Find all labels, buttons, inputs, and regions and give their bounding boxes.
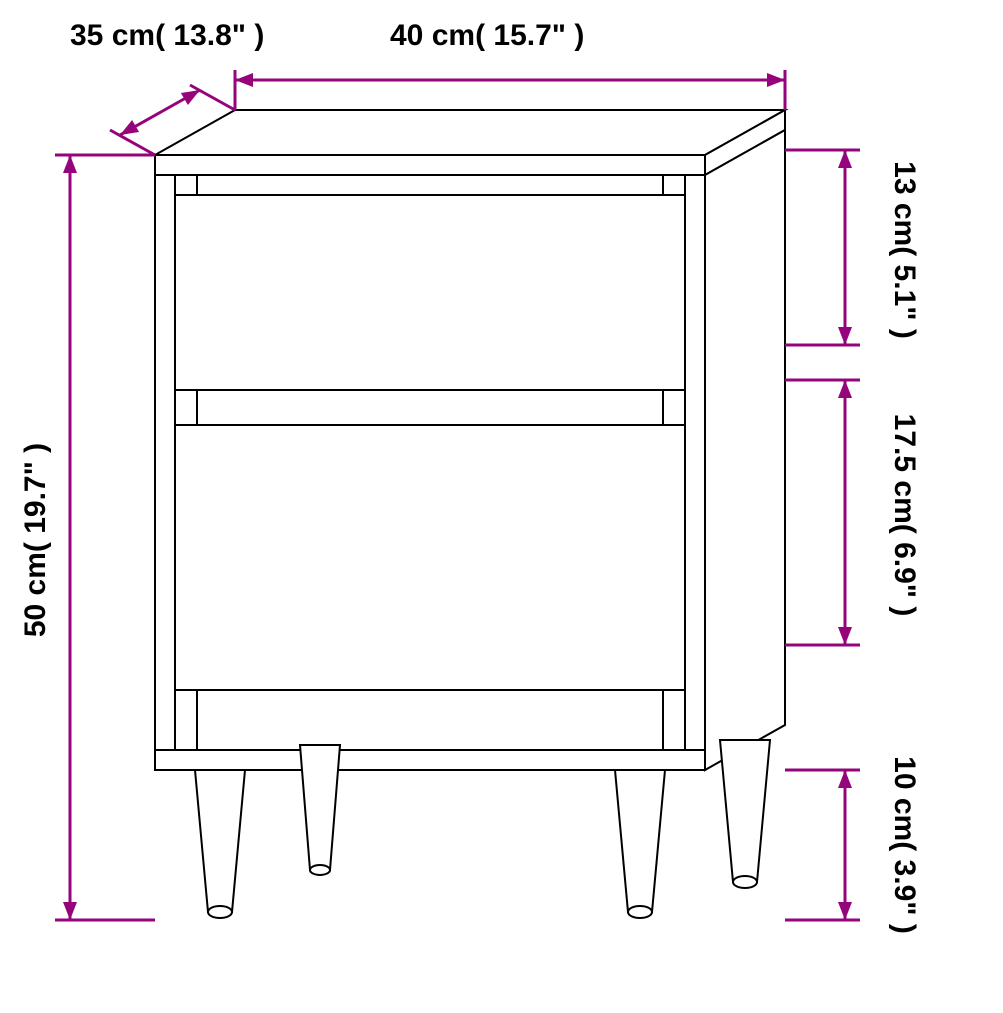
- dim-drawer1-label: 13 cm( 5.1" ): [888, 161, 921, 339]
- dim-drawer2-label: 17.5 cm( 6.9" ): [888, 414, 921, 617]
- dim-legs: 10 cm( 3.9" ): [785, 756, 921, 934]
- dim-height: 50 cm( 19.7" ): [19, 155, 155, 920]
- dim-height-label: 50 cm( 19.7" ): [19, 443, 52, 637]
- dim-width: 40 cm( 15.7" ): [235, 19, 785, 110]
- dim-drawer2: 17.5 cm( 6.9" ): [785, 380, 921, 645]
- dim-legs-label: 10 cm( 3.9" ): [888, 756, 921, 934]
- dim-width-label: 40 cm( 15.7" ): [390, 19, 584, 52]
- dim-depth-label: 35 cm( 13.8" ): [70, 19, 264, 52]
- dim-drawer1: 13 cm( 5.1" ): [785, 150, 921, 345]
